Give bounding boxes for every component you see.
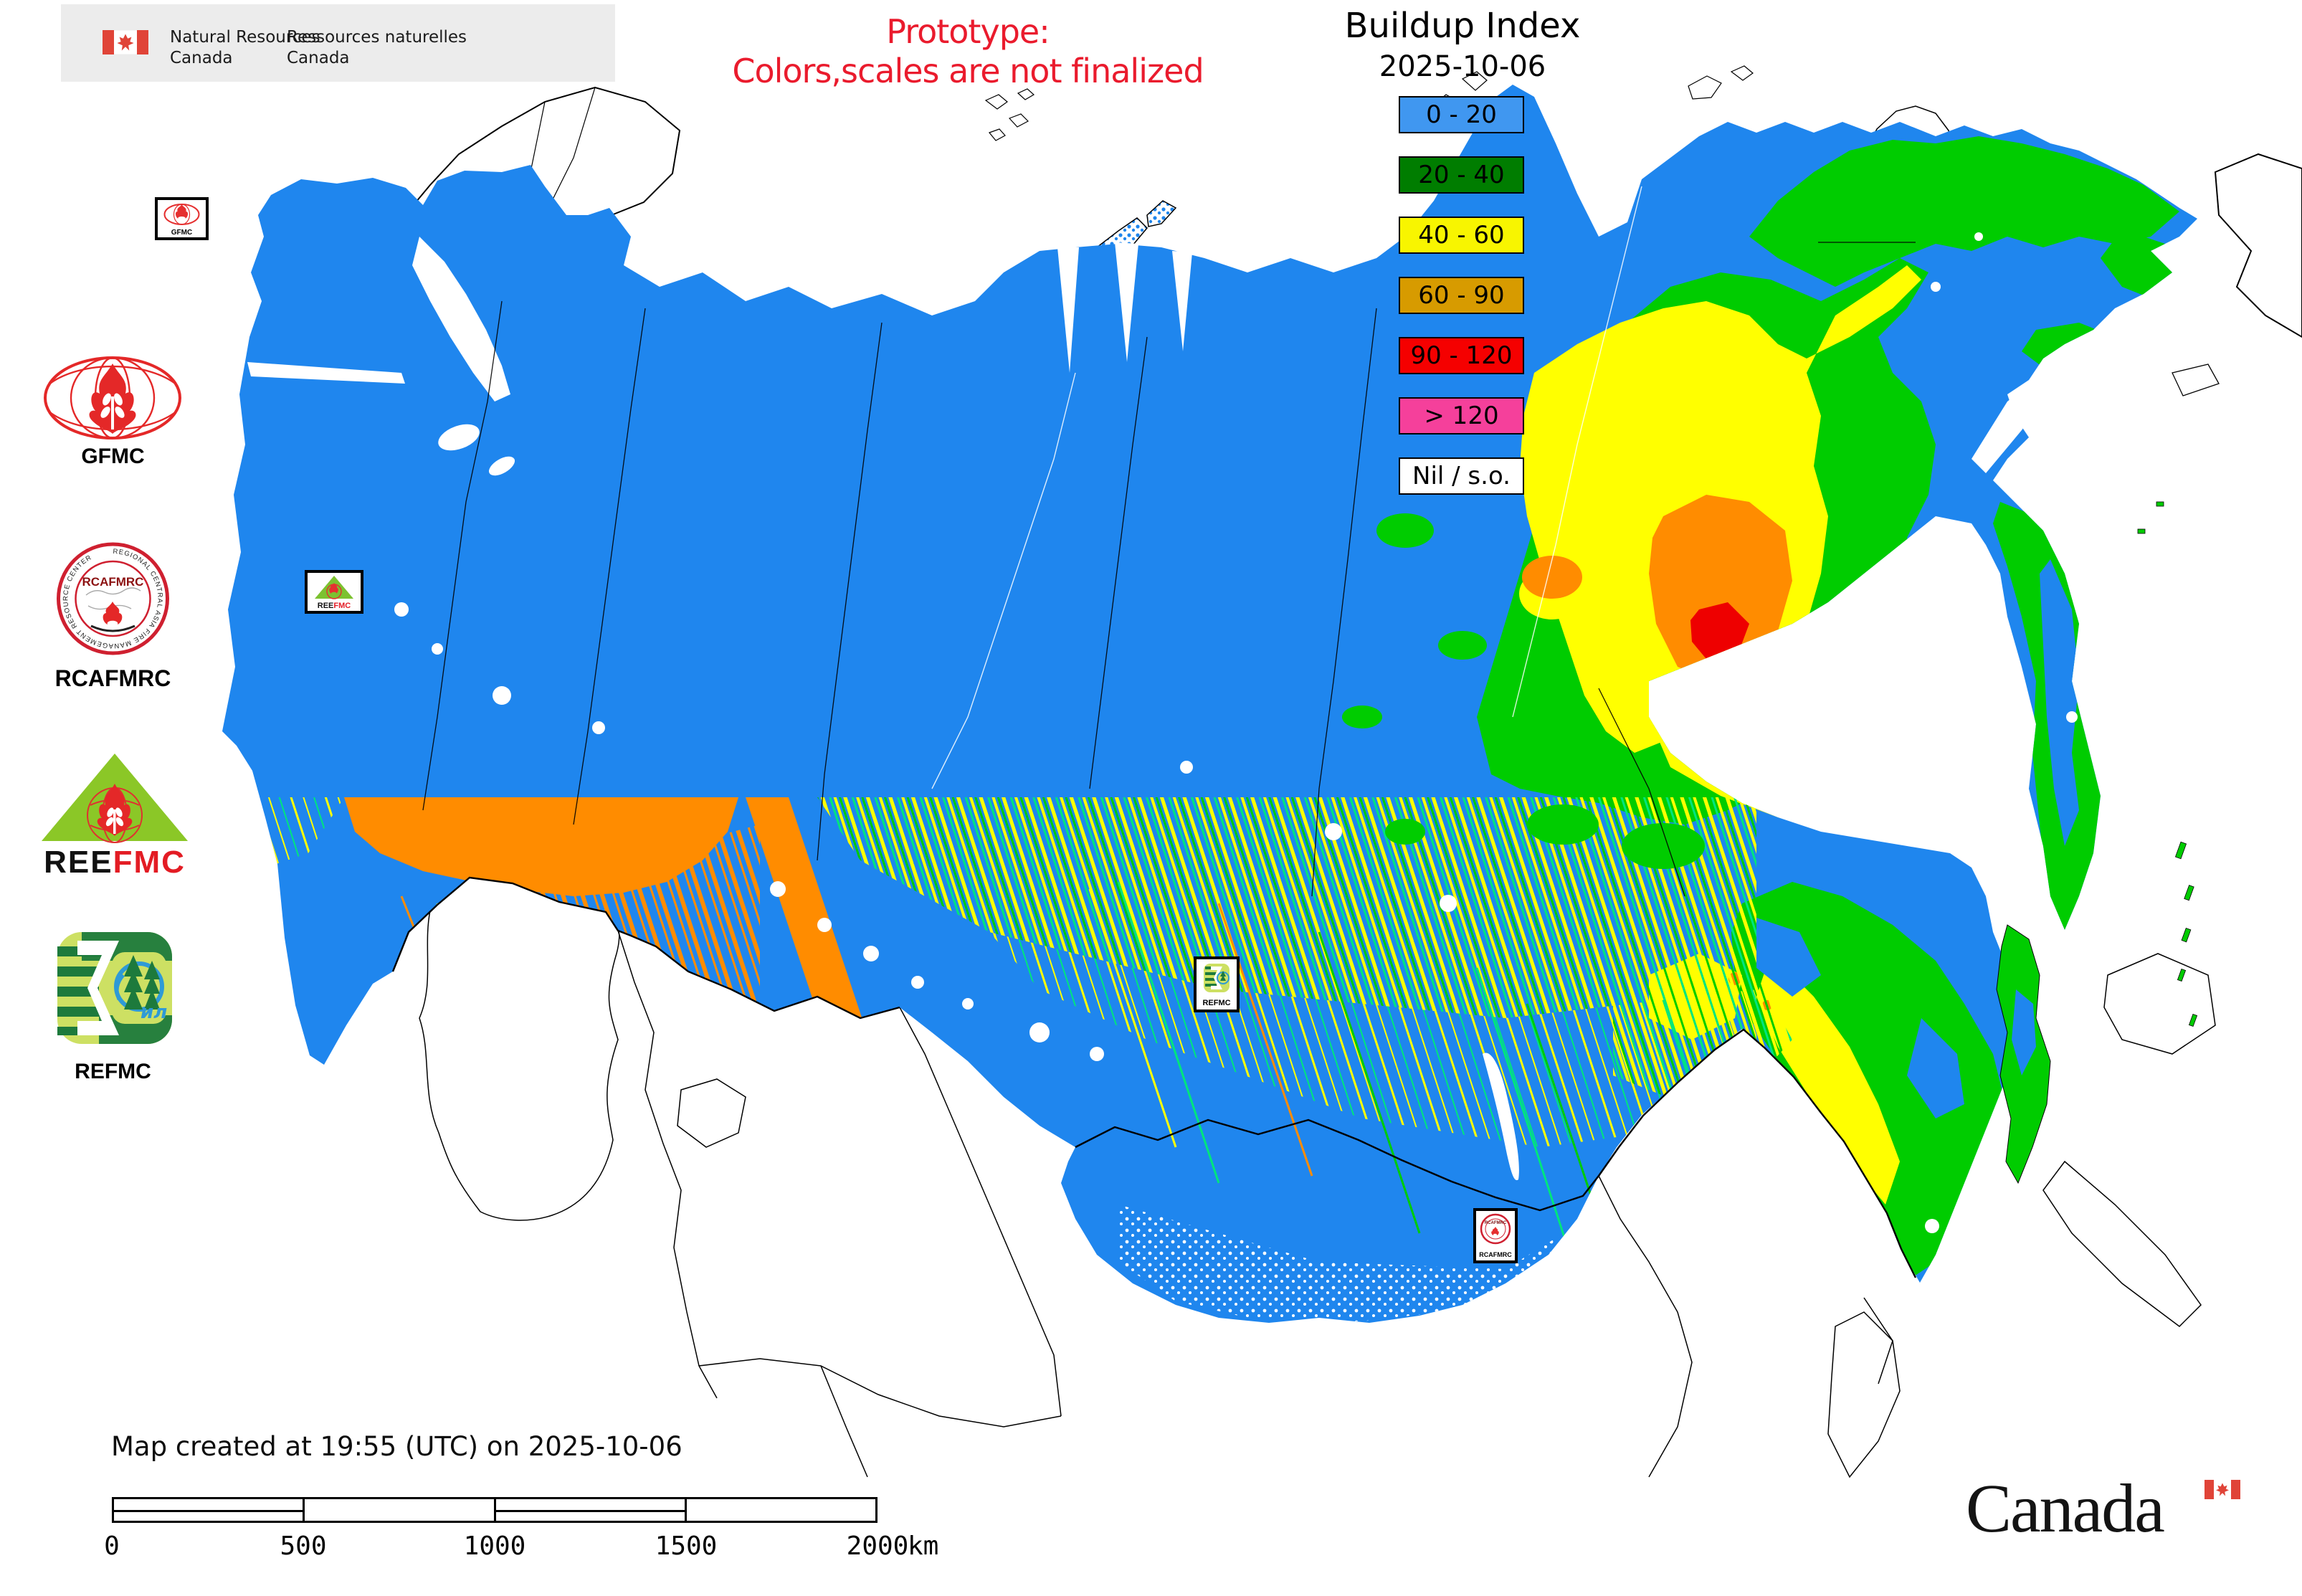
marker-reefmc: REEFMC [305,570,363,614]
gfmc-logo [44,356,181,440]
sakhalin-island [1996,924,2051,1184]
prototype-line1: Prototype: [886,12,1050,51]
central-asia-borders [617,930,1893,1478]
svg-text:REEFMC: REEFMC [318,602,351,610]
scale-tick: 0 [104,1531,120,1561]
legend-item: 60 - 90 [1399,277,1524,314]
mongolia-border [1075,1118,1599,1212]
rcafmrc-caption: RCAFMRC [54,665,171,691]
scale-bar [112,1497,877,1523]
prototype-notice: Prototype: Colors,scales are not finaliz… [631,13,1305,92]
reefmc-logo: REEFMC [42,754,188,880]
legend-title: Buildup Index [1344,6,1581,46]
marker-refmc: REFMC [1194,956,1240,1012]
rcafmrc-logo: REGIONAL CENTRAL ASIA FIRE MANAGEMENT RE… [57,542,169,655]
scale-unit: km [908,1531,939,1561]
korea-outline [1827,1311,1901,1478]
scale-tick: 500 [280,1531,327,1561]
reefmc-flame-icon [329,583,338,594]
scale-tick-labels: 0 500 1000 1500 2000 km [104,1531,938,1567]
legend-item: 20 - 40 [1399,156,1524,194]
nrcan-signature: Natural Resources Canada Ressources natu… [61,4,615,82]
aral-outline [677,1078,746,1148]
legend-item: 40 - 60 [1399,217,1524,254]
nrcan-title-en: Natural Resources Canada [170,28,320,67]
refmc-logo: ил [57,932,172,1044]
svg-text:RCAFMRC: RCAFMRC [82,575,144,589]
prototype-line2: Colors,scales are not finalized [732,52,1204,90]
svg-text:REEFMC: REEFMC [44,845,186,880]
franz-josef-land-outline [984,88,1035,141]
white-sea [412,237,510,402]
lake-baikal [1483,1053,1519,1181]
rivers [931,186,1642,789]
scale-tick: 1500 [655,1531,718,1561]
rcafmrc-flame-icon [103,602,123,624]
canada-wordmark: Canada [1966,1470,2165,1547]
marker-gfmc: GFMC [155,197,209,240]
legend-item: 90 - 120 [1399,337,1524,374]
svg-text:RCAFMRC: RCAFMRC [1485,1221,1507,1225]
gfmc-flame-icon [175,204,189,219]
alaska-outline [2214,153,2302,338]
legend-item: Nil / s.o. [1399,457,1524,495]
canada-flag-icon [103,30,148,54]
legend-item: > 120 [1399,397,1524,434]
legend: 0 - 20 20 - 40 40 - 60 60 - 90 90 - 120 > 120… [1399,96,1524,518]
kuril-islands [2137,501,2198,1027]
anadyr-gulf [1972,373,2050,473]
scale-tick: 2000 [846,1531,909,1561]
gfmc-caption: GFMC [81,445,145,468]
svg-text:ил: ил [141,1002,167,1023]
canada-wordmark-flag-icon [2205,1480,2240,1499]
marker-gfmc-label: GFMC [171,229,192,237]
legend-date: 2025-10-06 [1379,50,1546,83]
marker-rcafmrc: RCAFMRC RCAFMRC [1473,1208,1518,1263]
new-siberian-islands-outline [1688,65,1754,100]
marker-refmc-label: REFMC [1202,999,1230,1007]
refmc-caption: REFMC [75,1060,151,1083]
nrcan-title-fr: Ressources naturelles Canada [287,28,467,67]
scale-tick: 1000 [463,1531,526,1561]
legend-item: 0 - 20 [1399,96,1524,133]
china-border [1598,1028,1917,1278]
gobi-speckle [1118,1205,1599,1321]
honshu-outline [2042,1160,2202,1327]
borders [391,242,1917,1278]
water-bodies [247,232,2078,1233]
hokkaido-outline [2103,953,2216,1055]
marker-rcafmrc-label: RCAFMRC [1479,1251,1512,1258]
caspian-sea-outline [419,877,620,1221]
map-created-text: Map created at 19:55 (UTC) on 2025-10-06 [111,1431,682,1462]
